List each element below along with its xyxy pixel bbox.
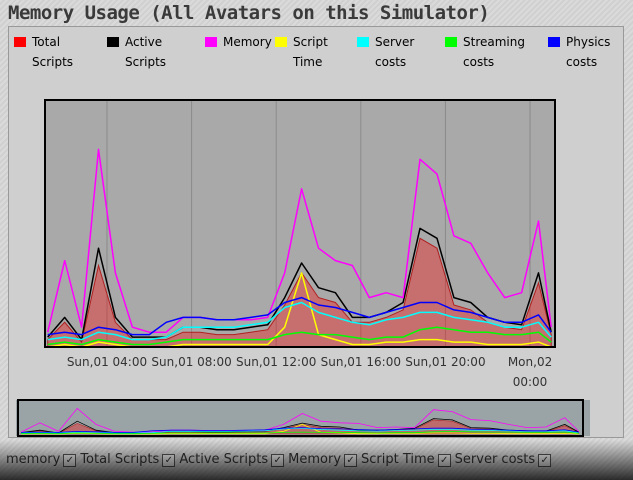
toggle-row: memory ✓ Total Scripts ✓ Active Scripts ✓ Memo…	[6, 452, 552, 467]
line	[46, 148, 552, 333]
legend-swatch	[275, 37, 287, 47]
toggle-label: Active Scripts	[179, 452, 269, 467]
legend-swatch	[445, 37, 457, 47]
toggle[interactable]: Total Scripts ✓	[80, 452, 176, 467]
legend-label: Memory	[223, 35, 272, 49]
legend-item: Total Scripts	[14, 32, 94, 72]
legend-item: Physics costs	[548, 32, 628, 72]
toggle[interactable]: memory ✓	[6, 452, 77, 467]
toggle-label: memory	[6, 452, 61, 467]
toggle[interactable]: Server costs ✓	[455, 452, 552, 467]
checkbox[interactable]: ✓	[63, 454, 77, 467]
legend-label: Active Scripts	[125, 35, 167, 69]
toggle-label: Memory	[288, 452, 342, 467]
toggle-label: Server costs	[454, 452, 536, 467]
line	[47, 227, 552, 341]
checkbox[interactable]: ✓	[344, 454, 358, 467]
toggle[interactable]: Script Time ✓	[361, 452, 451, 467]
legend-item: Server costs	[357, 32, 437, 72]
legend-swatch	[357, 37, 369, 47]
line	[20, 427, 579, 434]
line	[20, 427, 579, 433]
x-tick-label: Sun,01 16:00	[320, 355, 401, 369]
checkbox[interactable]: ✓	[437, 454, 451, 467]
legend-item: Streaming costs	[445, 32, 525, 72]
toggle[interactable]: Active Scripts ✓	[179, 452, 285, 467]
toggle-label: Script Time	[361, 452, 435, 467]
x-tick-label: Sun,01 20:00	[405, 355, 486, 369]
legend-label: Streaming costs	[463, 35, 525, 69]
legend-swatch	[205, 37, 217, 47]
legend-label: Server costs	[375, 35, 415, 69]
toggle-label: Total Scripts	[80, 452, 160, 467]
legend-label: Physics costs	[566, 35, 611, 69]
line	[47, 296, 552, 336]
x-tick-label: Mon,02 00:00	[507, 355, 553, 389]
line	[20, 431, 579, 435]
checkbox[interactable]: ✓	[271, 454, 285, 467]
line	[47, 301, 552, 341]
toggle[interactable]: Memory ✓	[288, 452, 358, 467]
plot-border	[44, 99, 556, 348]
legend-swatch	[14, 37, 26, 47]
line	[20, 408, 580, 433]
legend-item: Memory	[205, 32, 273, 52]
legend-label: Script Time	[293, 35, 328, 69]
x-tick-label: Sun,01 08:00	[151, 355, 232, 369]
legend-item: Active Scripts	[107, 32, 187, 72]
legend-label: Total Scripts	[32, 35, 74, 69]
x-tick-label: Sun,01 12:00	[236, 355, 317, 369]
chart-title: Memory Usage (All Avatars on this Simula…	[8, 2, 490, 24]
legend-swatch	[107, 37, 119, 47]
line	[47, 326, 552, 346]
checkbox[interactable]: ✓	[538, 454, 552, 467]
plot-area	[45, 100, 555, 347]
legend-swatch	[548, 37, 560, 47]
legend-item: Script Time	[275, 32, 355, 72]
navigator-window	[17, 399, 584, 437]
checkbox[interactable]: ✓	[162, 454, 176, 467]
x-tick-label: Sun,01 04:00	[66, 355, 148, 369]
